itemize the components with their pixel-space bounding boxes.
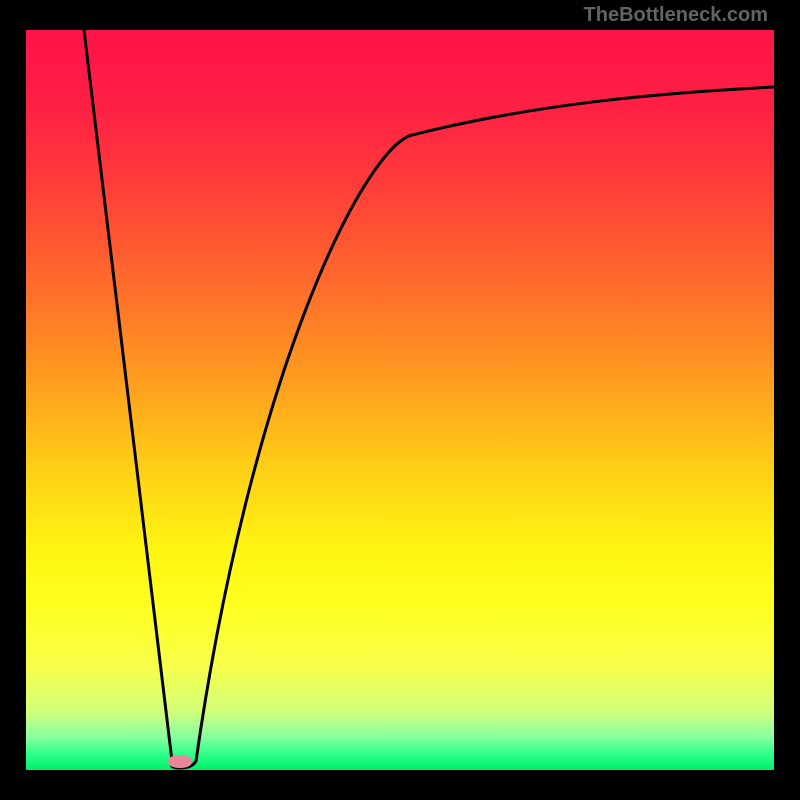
frame-right xyxy=(774,0,800,800)
frame-bottom xyxy=(0,770,800,800)
plot-area xyxy=(26,30,774,770)
curve-svg xyxy=(26,30,774,770)
watermark-text: TheBottleneck.com xyxy=(584,4,768,27)
bottleneck-chart: TheBottleneck.com xyxy=(0,0,800,800)
valley-marker xyxy=(168,755,192,768)
frame-left xyxy=(0,0,26,800)
